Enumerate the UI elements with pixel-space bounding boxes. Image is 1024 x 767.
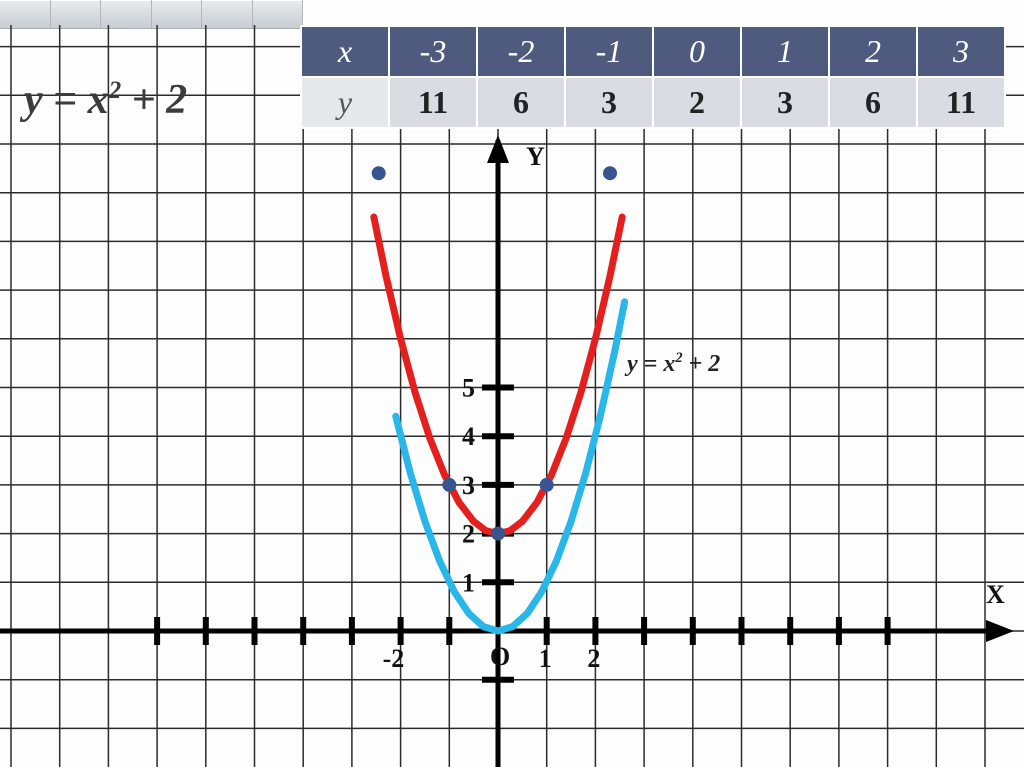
table-y-cell: 3 <box>565 77 653 128</box>
table-x-cell: 0 <box>653 26 741 77</box>
svg-text:-2: -2 <box>383 644 405 673</box>
table-y-label: y <box>301 77 389 128</box>
table-x-label: x <box>301 26 389 77</box>
table-y-cell: 2 <box>653 77 741 128</box>
table-x-cell: -3 <box>389 26 477 77</box>
table-x-cell: 3 <box>917 26 1005 77</box>
svg-text:2: 2 <box>462 520 475 549</box>
table-x-cell: -1 <box>565 26 653 77</box>
svg-text:2: 2 <box>587 644 600 673</box>
svg-text:1: 1 <box>539 644 552 673</box>
table-y-cell: 11 <box>917 77 1005 128</box>
table-y-cell: 3 <box>741 77 829 128</box>
svg-text:3: 3 <box>462 471 475 500</box>
table-y-cell: 6 <box>829 77 917 128</box>
svg-text:O: O <box>490 642 510 671</box>
value-table: x-3-2-10123y116323611 <box>300 25 1006 129</box>
svg-text:4: 4 <box>462 422 475 451</box>
table-x-cell: -2 <box>477 26 565 77</box>
svg-text:X: X <box>986 580 1005 609</box>
svg-text:5: 5 <box>462 374 475 403</box>
table-y-cell: 11 <box>389 77 477 128</box>
table-y-cell: 6 <box>477 77 565 128</box>
equation-title: y = x2 + 2 <box>24 76 187 124</box>
svg-text:Y: Y <box>526 142 545 171</box>
svg-text:1: 1 <box>462 568 475 597</box>
table-x-cell: 1 <box>741 26 829 77</box>
red-curve-label: y = x2 + 2 <box>627 350 720 378</box>
table-x-cell: 2 <box>829 26 917 77</box>
